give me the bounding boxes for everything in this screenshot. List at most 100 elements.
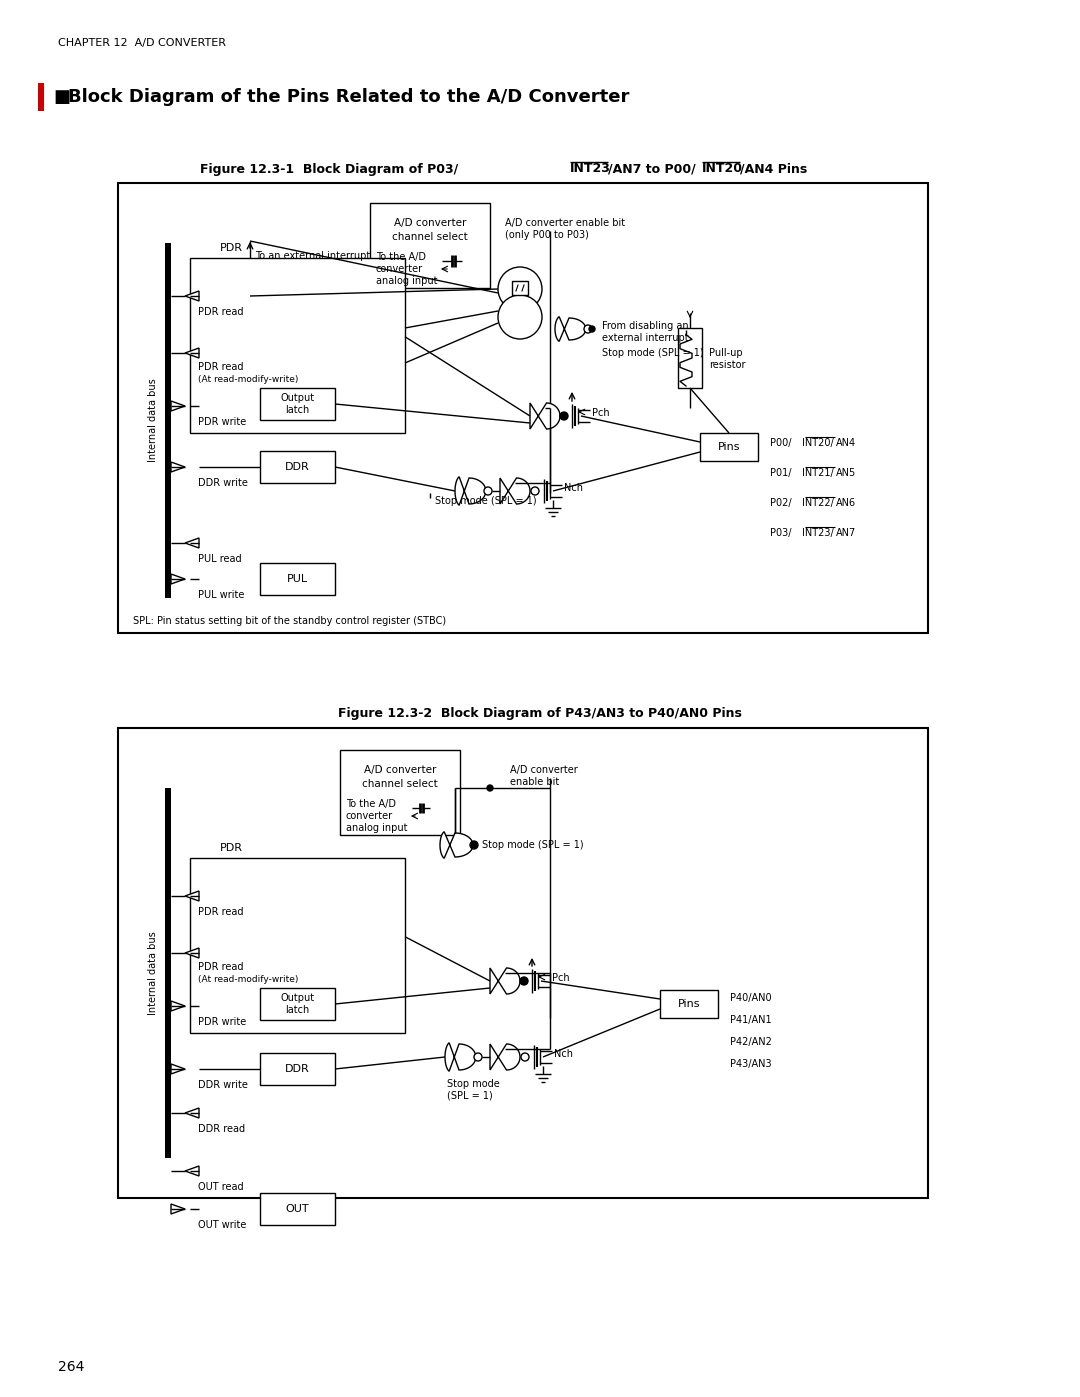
Circle shape	[498, 295, 542, 339]
Text: PUL: PUL	[287, 574, 308, 584]
Polygon shape	[185, 949, 199, 958]
Text: Figure 12.3-1  Block Diagram of P03/: Figure 12.3-1 Block Diagram of P03/	[200, 162, 458, 176]
Circle shape	[474, 1053, 482, 1060]
Text: AN7: AN7	[836, 528, 856, 538]
Polygon shape	[185, 538, 199, 548]
Bar	[260, 1053, 335, 1085]
Polygon shape	[185, 348, 199, 358]
Circle shape	[561, 412, 568, 420]
Bar	[660, 990, 718, 1018]
Text: INT23/: INT23/	[802, 528, 834, 538]
Text: DDR read: DDR read	[198, 1125, 245, 1134]
Text: From disabling an: From disabling an	[602, 321, 689, 331]
Text: CHAPTER 12  A/D CONVERTER: CHAPTER 12 A/D CONVERTER	[58, 38, 226, 47]
Circle shape	[519, 977, 528, 985]
Text: AN4: AN4	[836, 439, 856, 448]
Text: Figure 12.3-2  Block Diagram of P43/AN3 to P40/AN0 Pins: Figure 12.3-2 Block Diagram of P43/AN3 t…	[338, 707, 742, 721]
Polygon shape	[171, 1065, 185, 1074]
Text: Internal data bus: Internal data bus	[148, 379, 158, 462]
Text: Nch: Nch	[554, 1049, 573, 1059]
Text: Nch: Nch	[564, 483, 583, 493]
Text: INT20: INT20	[702, 162, 743, 176]
Bar	[260, 988, 335, 1020]
Text: PDR: PDR	[220, 243, 243, 253]
Text: PUL read: PUL read	[198, 555, 242, 564]
Text: PDR read: PDR read	[198, 963, 243, 972]
Bar	[700, 433, 758, 461]
Text: (At read-modify-write): (At read-modify-write)	[198, 975, 298, 983]
Text: DDR: DDR	[285, 1065, 310, 1074]
Text: Pull-up: Pull-up	[708, 348, 743, 358]
Text: A/D converter enable bit: A/D converter enable bit	[505, 218, 625, 228]
Text: DDR write: DDR write	[198, 1080, 248, 1090]
Text: Internal data bus: Internal data bus	[148, 932, 158, 1014]
Text: Output
latch: Output latch	[281, 993, 314, 1014]
Bar	[260, 451, 335, 483]
Polygon shape	[455, 476, 486, 506]
Text: enable bit: enable bit	[510, 777, 559, 787]
Text: (only P00 to P03): (only P00 to P03)	[505, 231, 589, 240]
Polygon shape	[440, 831, 473, 858]
Text: Stop mode (SPL = 1): Stop mode (SPL = 1)	[482, 840, 583, 849]
Bar	[260, 388, 335, 420]
Text: OUT read: OUT read	[198, 1182, 244, 1192]
Text: channel select: channel select	[362, 780, 437, 789]
Text: PUL write: PUL write	[198, 590, 244, 599]
Text: A/D converter: A/D converter	[510, 766, 578, 775]
Text: PDR write: PDR write	[198, 416, 246, 427]
Text: analog input: analog input	[346, 823, 407, 833]
Text: OUT: OUT	[286, 1204, 309, 1214]
Text: ■: ■	[53, 88, 70, 106]
Text: P01/: P01/	[770, 468, 792, 478]
Text: Pch: Pch	[592, 408, 609, 418]
Text: /AN4 Pins: /AN4 Pins	[740, 162, 807, 176]
Polygon shape	[185, 1108, 199, 1118]
Circle shape	[484, 488, 492, 495]
Polygon shape	[171, 462, 185, 472]
Text: INT20/: INT20/	[802, 439, 834, 448]
Polygon shape	[500, 478, 530, 504]
Polygon shape	[530, 402, 561, 429]
Bar	[678, 328, 702, 388]
Circle shape	[584, 326, 592, 332]
Bar	[260, 1193, 335, 1225]
Text: PDR: PDR	[220, 842, 243, 854]
Text: OUT write: OUT write	[198, 1220, 246, 1229]
Text: INT23: INT23	[570, 162, 611, 176]
Text: P43/AN3: P43/AN3	[730, 1059, 771, 1069]
Polygon shape	[555, 317, 585, 341]
Text: Stop mode (SPL = 1): Stop mode (SPL = 1)	[602, 348, 704, 358]
Text: To the A/D: To the A/D	[346, 799, 396, 809]
Text: PDR read: PDR read	[198, 907, 243, 916]
Bar	[190, 258, 405, 433]
Text: INT22/: INT22/	[802, 497, 834, 509]
Text: Stop mode (SPL = 1): Stop mode (SPL = 1)	[435, 496, 537, 506]
Polygon shape	[171, 574, 185, 584]
Text: PDR read: PDR read	[198, 362, 243, 372]
Text: P02/: P02/	[770, 497, 792, 509]
Text: DDR: DDR	[285, 462, 310, 472]
Text: INT21/: INT21/	[802, 468, 834, 478]
Bar	[38, 82, 44, 110]
Text: PDR read: PDR read	[198, 307, 243, 317]
Text: DDR write: DDR write	[198, 478, 248, 488]
Text: AN5: AN5	[836, 468, 856, 478]
Circle shape	[531, 488, 539, 495]
Bar	[340, 750, 460, 835]
Bar	[165, 243, 171, 598]
Text: AN6: AN6	[836, 497, 856, 509]
Text: resistor: resistor	[708, 360, 745, 370]
Text: channel select: channel select	[392, 232, 468, 242]
Text: /AN7 to P00/: /AN7 to P00/	[608, 162, 696, 176]
Text: Stop mode: Stop mode	[447, 1078, 500, 1090]
Text: converter: converter	[346, 812, 393, 821]
Text: P00/: P00/	[770, 439, 792, 448]
Text: Pins: Pins	[678, 999, 700, 1009]
Circle shape	[487, 785, 492, 791]
Bar	[118, 728, 928, 1199]
Polygon shape	[171, 1204, 185, 1214]
Circle shape	[521, 1053, 529, 1060]
Bar	[165, 788, 171, 1158]
Text: 264: 264	[58, 1361, 84, 1375]
Text: analog input: analog input	[376, 277, 437, 286]
